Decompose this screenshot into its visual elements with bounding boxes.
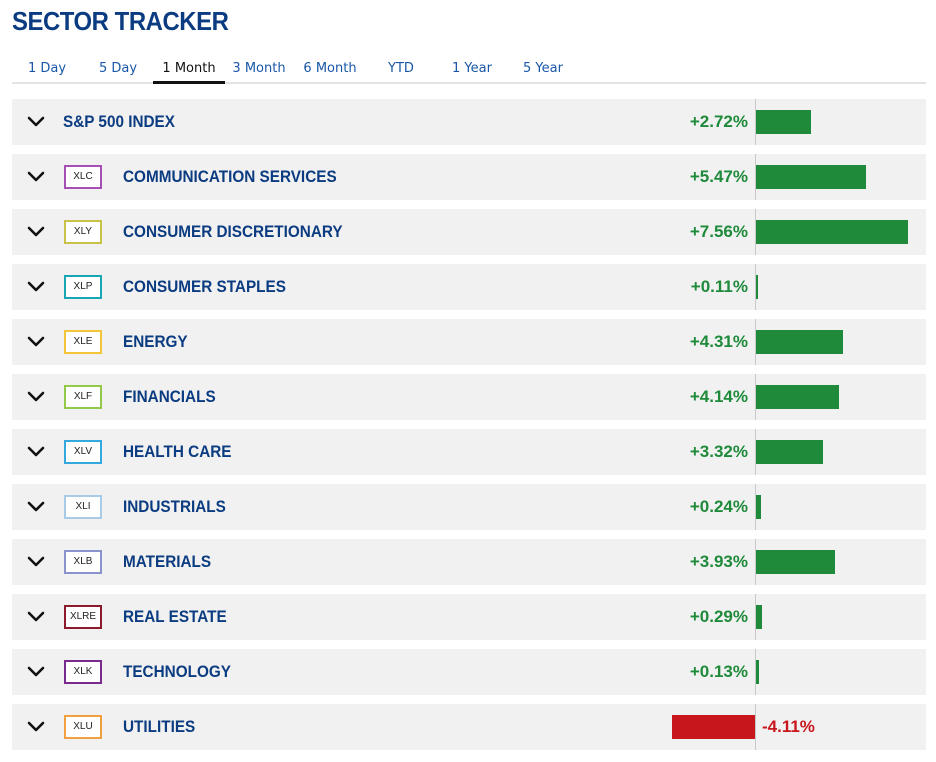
chevron-down-icon[interactable] — [26, 113, 46, 131]
change-bar — [756, 275, 758, 299]
sector-name[interactable]: S&P 500 INDEX — [63, 112, 175, 131]
zero-axis-line — [755, 704, 756, 750]
zero-axis-line — [755, 99, 756, 145]
ticker-badge: XLK — [64, 660, 102, 684]
zero-axis-line — [755, 154, 756, 200]
zero-axis-line — [755, 319, 756, 365]
zero-axis-line — [755, 484, 756, 530]
change-bar — [756, 660, 759, 684]
change-bar — [672, 715, 755, 739]
percent-change: +7.56% — [689, 222, 748, 241]
percent-change: +4.31% — [689, 332, 748, 351]
sector-row[interactable]: XLY CONSUMER DISCRETIONARY +7.56% — [12, 209, 926, 255]
sector-name[interactable]: INDUSTRIALS — [123, 497, 226, 516]
sector-row[interactable]: XLK TECHNOLOGY +0.13% — [12, 649, 926, 695]
zero-axis-line — [755, 539, 756, 585]
zero-axis-line — [755, 594, 756, 640]
sector-row[interactable]: XLE ENERGY +4.31% — [12, 319, 926, 365]
zero-axis-line — [755, 374, 756, 420]
tab-ytd[interactable]: YTD — [388, 61, 414, 76]
timeframe-tabs: 1 Day 5 Day 1 Month 3 Month 6 Month YTD … — [12, 58, 926, 84]
chevron-down-icon[interactable] — [26, 498, 46, 516]
zero-axis-line — [755, 429, 756, 475]
percent-change: +4.14% — [689, 387, 748, 406]
ticker-badge: XLB — [64, 550, 102, 574]
sector-row[interactable]: XLI INDUSTRIALS +0.24% — [12, 484, 926, 530]
ticker-badge: XLRE — [64, 605, 102, 629]
chevron-down-icon[interactable] — [26, 388, 46, 406]
percent-change: +2.72% — [689, 112, 748, 131]
sector-row[interactable]: XLV HEALTH CARE +3.32% — [12, 429, 926, 475]
sector-name[interactable]: UTILITIES — [123, 717, 196, 736]
tab-1-day[interactable]: 1 Day — [27, 61, 67, 76]
chevron-down-icon[interactable] — [26, 718, 46, 736]
sector-name[interactable]: FINANCIALS — [123, 387, 216, 406]
percent-change: +0.13% — [689, 662, 748, 681]
sector-name[interactable]: COMMUNICATION SERVICES — [123, 167, 337, 186]
sector-name[interactable]: CONSUMER DISCRETIONARY — [123, 222, 343, 241]
percent-change: +0.11% — [690, 277, 748, 296]
percent-change: +0.24% — [689, 497, 748, 516]
zero-axis-line — [755, 209, 756, 255]
tab-1-month[interactable]: 1 Month — [153, 58, 225, 84]
change-bar — [756, 550, 835, 574]
chevron-down-icon[interactable] — [26, 443, 46, 461]
chevron-down-icon[interactable] — [26, 223, 46, 241]
change-bar — [756, 330, 843, 354]
percent-change: -4.11% — [762, 717, 815, 736]
ticker-badge: XLE — [64, 330, 102, 354]
ticker-badge: XLV — [64, 440, 102, 464]
change-bar — [756, 165, 866, 189]
change-bar — [756, 605, 762, 629]
sector-row[interactable]: XLB MATERIALS +3.93% — [12, 539, 926, 585]
ticker-badge: XLP — [64, 275, 102, 299]
change-bar — [756, 495, 761, 519]
percent-change: +3.32% — [689, 442, 748, 461]
chevron-down-icon[interactable] — [26, 663, 46, 681]
ticker-badge: XLC — [64, 165, 102, 189]
zero-axis-line — [755, 264, 756, 310]
sector-row[interactable]: XLF FINANCIALS +4.14% — [12, 374, 926, 420]
sector-name[interactable]: CONSUMER STAPLES — [123, 277, 286, 296]
chevron-down-icon[interactable] — [26, 168, 46, 186]
tab-6-month[interactable]: 6 Month — [303, 61, 357, 76]
tab-3-month[interactable]: 3 Month — [232, 61, 286, 76]
ticker-badge: XLU — [64, 715, 102, 739]
sector-row[interactable]: XLRE REAL ESTATE +0.29% — [12, 594, 926, 640]
tab-5-day[interactable]: 5 Day — [98, 61, 138, 76]
sector-row[interactable]: XLU UTILITIES -4.11% — [12, 704, 926, 750]
tab-1-year[interactable]: 1 Year — [452, 61, 492, 76]
change-bar — [756, 440, 823, 464]
chevron-down-icon[interactable] — [26, 553, 46, 571]
sector-row[interactable]: XLP CONSUMER STAPLES +0.11% — [12, 264, 926, 310]
chevron-down-icon[interactable] — [26, 278, 46, 296]
sector-row[interactable]: XLC COMMUNICATION SERVICES +5.47% — [12, 154, 926, 200]
chevron-down-icon[interactable] — [26, 608, 46, 626]
ticker-badge: XLY — [64, 220, 102, 244]
ticker-badge: XLF — [64, 385, 102, 409]
change-bar — [756, 220, 908, 244]
sector-name[interactable]: HEALTH CARE — [123, 442, 232, 461]
chevron-down-icon[interactable] — [26, 333, 46, 351]
sector-name[interactable]: TECHNOLOGY — [123, 662, 231, 681]
index-row[interactable]: S&P 500 INDEX +2.72% — [12, 99, 926, 145]
sector-name[interactable]: MATERIALS — [123, 552, 212, 571]
change-bar — [756, 385, 839, 409]
sector-name[interactable]: REAL ESTATE — [123, 607, 227, 626]
percent-change: +5.47% — [689, 167, 748, 186]
zero-axis-line — [755, 649, 756, 695]
ticker-badge: XLI — [64, 495, 102, 519]
percent-change: +3.93% — [689, 552, 748, 571]
change-bar — [756, 110, 811, 134]
tab-5-year[interactable]: 5 Year — [523, 61, 563, 76]
sector-name[interactable]: ENERGY — [123, 332, 188, 351]
page-title: SECTOR TRACKER — [12, 6, 229, 36]
percent-change: +0.29% — [689, 607, 748, 626]
